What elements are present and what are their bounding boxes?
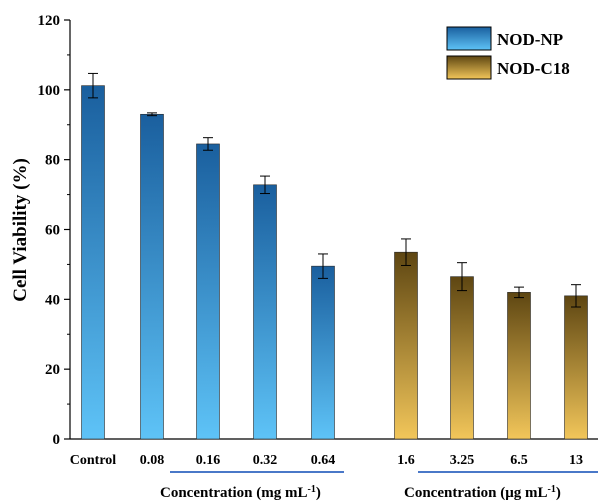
- y-axis-label: Cell Viability (%): [10, 158, 31, 302]
- group-label-ug: Concentration (μg mL-1): [404, 484, 561, 502]
- legend-label-nod-c18: NOD-C18: [497, 59, 570, 78]
- error-bar: [571, 284, 581, 308]
- error-bar: [457, 262, 467, 292]
- x-tick-label: 0.64: [311, 453, 336, 468]
- y-tick-label: 100: [38, 83, 61, 99]
- bar-nod-np-0.08: [140, 113, 164, 440]
- legend-swatch-nod-np: [446, 26, 492, 51]
- bar-nod-np-0.16: [196, 143, 220, 440]
- y-tick-label: 60: [45, 223, 60, 239]
- x-tick-label: 3.25: [450, 453, 475, 468]
- y-tick-label: 120: [38, 13, 61, 29]
- y-tick-label: 40: [45, 292, 60, 308]
- bar-nod-np-0.64: [311, 265, 335, 440]
- bar-nod-np-Control: [81, 85, 105, 440]
- x-tick-label: 0.16: [196, 453, 221, 468]
- error-bar: [401, 238, 411, 266]
- group-label-mg: Concentration (mg mL-1): [160, 484, 321, 502]
- legend-label-nod-np: NOD-NP: [497, 30, 563, 49]
- bar-nod-c18-1.6: [394, 251, 418, 440]
- error-bar: [514, 286, 524, 299]
- legend-swatch-nod-c18: [446, 55, 492, 80]
- x-tick-label: 6.5: [510, 453, 528, 468]
- x-tick-label: 0.32: [253, 453, 278, 468]
- x-tick-label: 0.08: [140, 453, 165, 468]
- legend: NOD-NP NOD-C18: [446, 26, 570, 80]
- error-bar: [88, 72, 98, 99]
- error-bar: [203, 137, 213, 151]
- y-tick-label: 0: [53, 432, 61, 448]
- error-bars: [88, 72, 581, 308]
- bar-nod-c18-3.25: [450, 276, 474, 440]
- bar-nod-c18-6.5: [507, 292, 531, 440]
- bars: [81, 85, 588, 440]
- error-bar: [147, 112, 157, 117]
- x-tick-label: Control: [70, 453, 117, 468]
- x-tick-label: 13: [569, 453, 583, 468]
- error-bar: [260, 175, 270, 195]
- y-tick-label: 80: [45, 153, 60, 169]
- y-axis: 0 20 40 60 80 100 120: [38, 13, 71, 448]
- x-tick-labels: Control 0.08 0.16 0.32 0.64 1.6 3.25 6.5 13: [70, 453, 583, 468]
- x-tick-label: 1.6: [397, 453, 415, 468]
- error-bar: [318, 253, 328, 279]
- bar-nod-c18-13: [564, 295, 588, 440]
- bar-nod-np-0.32: [253, 184, 277, 440]
- y-tick-label: 20: [45, 362, 60, 378]
